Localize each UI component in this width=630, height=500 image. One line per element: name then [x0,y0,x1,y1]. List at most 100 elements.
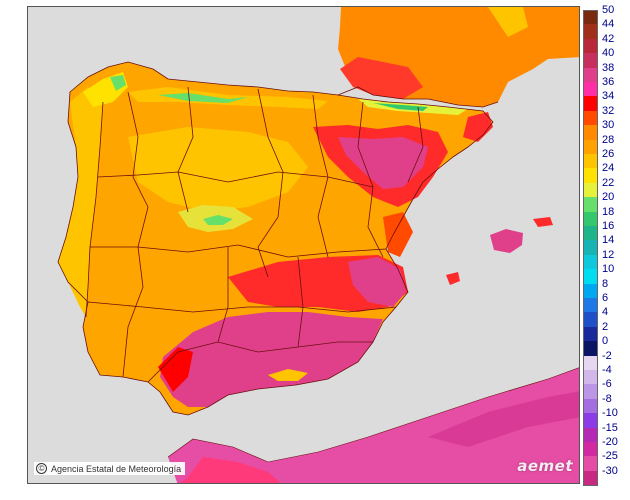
legend-swatch [583,24,598,40]
legend-label: 2 [602,320,609,333]
legend-entry: 22 [583,177,627,198]
legend-entry: 42 [583,33,627,54]
portugal-coast-band [58,87,103,317]
legend-entry: 12 [583,249,627,270]
legend-swatch [583,226,598,241]
legend-label: 42 [602,32,615,45]
legend-entry: 2 [583,321,627,342]
legend-swatch [583,456,598,472]
legend-label: 50 [602,4,615,16]
central-system-green [203,215,233,225]
france-alps-cool [488,7,528,37]
legend-entry: 34 [583,90,627,112]
map-canvas [28,7,579,483]
legend-entry: 6 [583,292,627,313]
legend-swatch [583,53,598,69]
legend-entry: -10 [583,407,627,429]
legend-entry: 24 [583,162,627,184]
legend-swatch [583,240,598,256]
ibiza [446,272,460,285]
legend-entry: 30 [583,119,627,141]
legend-entry: 44 [583,18,627,40]
legend-entry: 28 [583,134,627,155]
legend-label: 10 [602,263,615,276]
legend-label: -15 [602,421,618,434]
murcia-pink [348,257,406,307]
legend-swatch [583,110,598,126]
aemet-logo: aemet [517,457,573,475]
legend-label: 36 [602,76,615,88]
legend-label: 34 [602,90,615,103]
legend-swatch [583,182,598,198]
legend-entry: -8 [583,393,627,414]
attribution-label: © Agencia Estatal de Meteorología [34,462,186,475]
legend-swatch [583,254,598,270]
legend-entry: -4 [583,364,627,385]
legend-entry: -2 [583,350,627,371]
legend-swatch [583,67,598,83]
legend-swatch [583,168,598,184]
north-africa-region [168,367,579,483]
legend-swatch [583,384,598,400]
legend-swatch [583,355,598,371]
legend-label: 28 [602,133,615,146]
legend-label: 4 [602,306,609,319]
legend-swatch [583,442,598,457]
legend-entry: -30 [583,465,627,486]
legend-entry: 40 [583,47,627,69]
legend-entry: 38 [583,62,627,83]
catalonia-hot [463,112,493,142]
northern-plateau-warm [128,127,308,212]
copyright-icon: © [36,463,47,474]
legend-entry: 16 [583,220,627,241]
legend-entry: -20 [583,436,627,457]
valencia-coast-hot [383,212,413,257]
legend-entry: 8 [583,278,627,299]
pyrenees-green-strip [373,103,428,111]
menorca [533,217,553,227]
legend-swatch [583,298,598,313]
legend-label: 12 [602,248,615,261]
temperature-legend: 50 44 42 40 38 36 34 32 30 28 26 24 22 20 18 16 14 12 10 8 6… [583,4,627,486]
africa-light-band [428,391,579,447]
legend-entry: 36 [583,76,627,97]
ebro-valley-pink [338,137,428,189]
africa-coastline [167,367,579,463]
legend-label: -4 [602,364,612,376]
legend-label: -8 [602,392,612,405]
legend-swatch [583,370,598,385]
legend-label: 30 [602,119,615,132]
legend-label: 6 [602,292,609,304]
legend-entry: 14 [583,234,627,256]
legend-swatch [583,427,598,443]
legend-entry: 50 [583,4,627,25]
legend-label: 16 [602,220,615,232]
legend-swatch [583,413,598,429]
legend-entry: 4 [583,306,627,328]
legend-swatch [583,398,598,414]
legend-swatch [583,269,598,285]
legend-swatch [583,283,598,299]
legend-swatch [583,139,598,155]
legend-label: 18 [602,205,615,218]
legend-swatch [583,82,598,97]
legend-label: 26 [602,148,615,160]
legend-swatch [583,154,598,169]
legend-label: 22 [602,176,615,189]
legend-swatch [583,38,598,54]
legend-swatch [583,211,598,227]
legend-entry: 18 [583,206,627,227]
legend-entry: 0 [583,335,627,357]
mallorca [490,229,523,253]
legend-entry: -25 [583,450,627,472]
logo-text: aemet [517,457,573,475]
legend-label: 20 [602,191,615,204]
guadalquivir-pink [160,312,383,407]
legend-swatch [583,326,598,342]
legend-swatch [583,341,598,357]
legend-label: 44 [602,18,615,31]
pyrenees-border [337,86,499,108]
legend-label: -25 [602,450,618,463]
legend-swatch [583,96,598,112]
cantabrian-green-line [158,93,248,103]
